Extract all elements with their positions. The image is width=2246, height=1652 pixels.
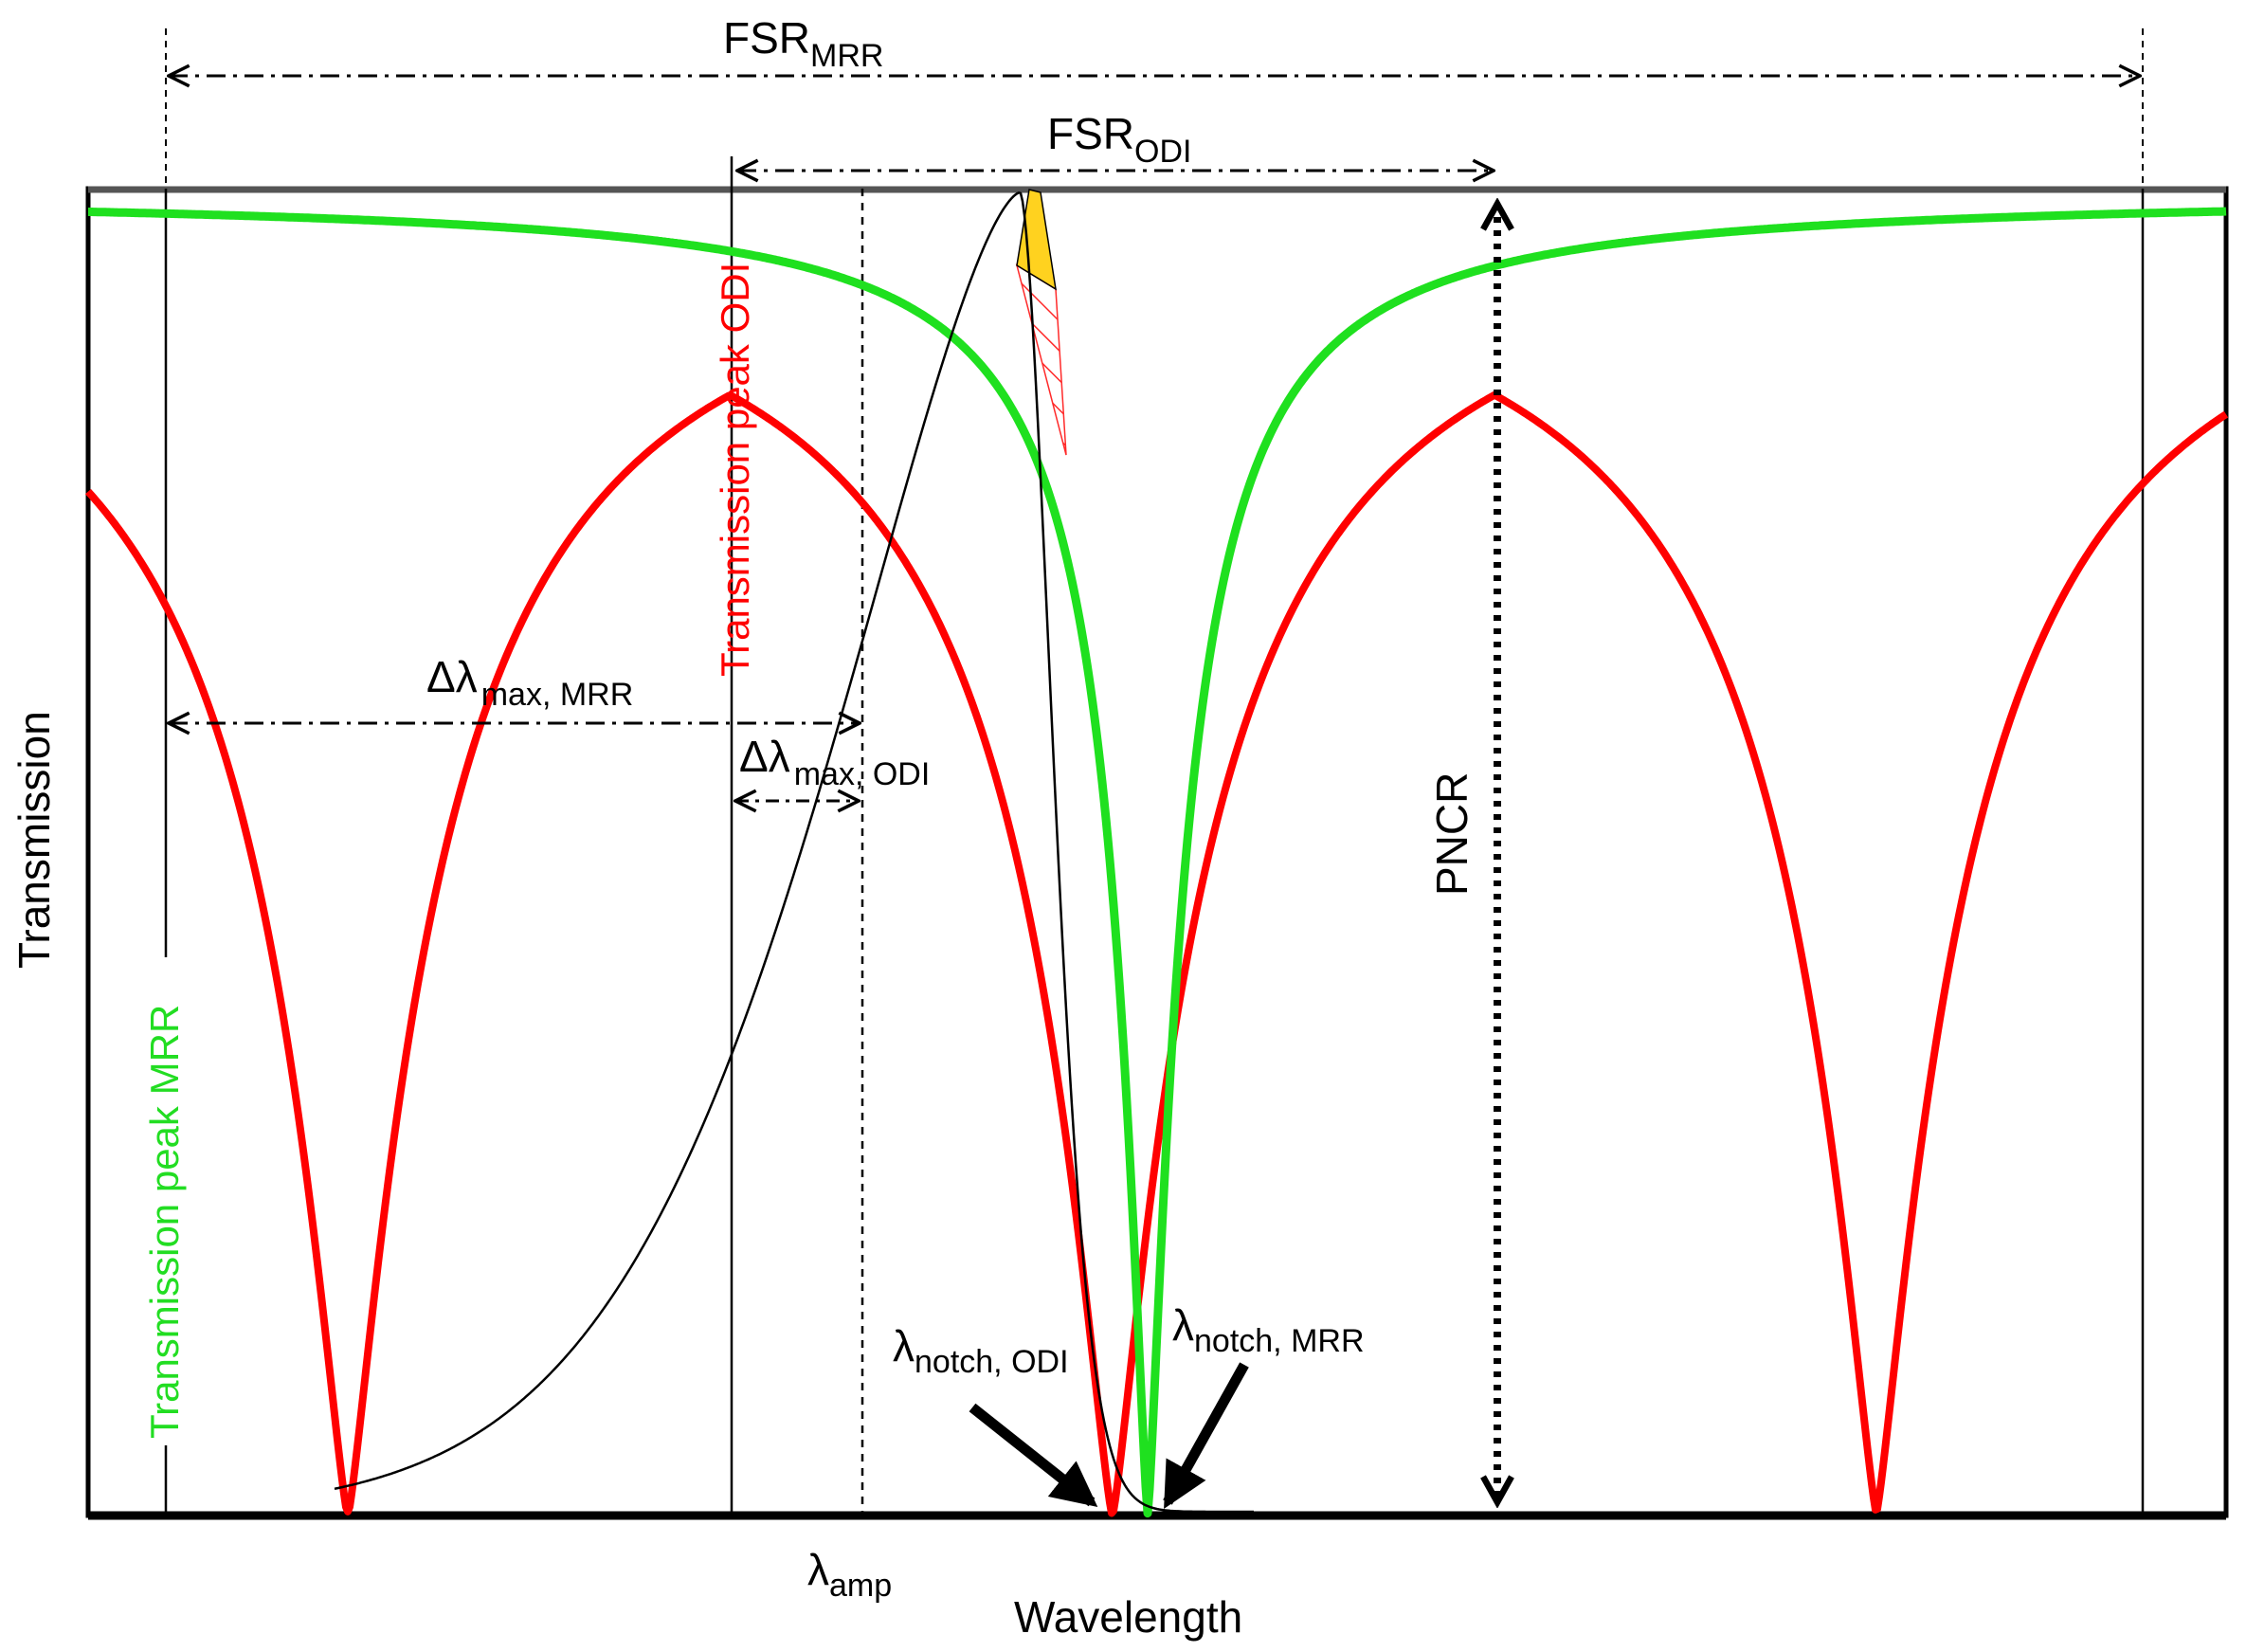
odi-transmission-curve [84,390,2229,1517]
overlap-yellow-region [1016,189,1057,291]
lambda-amp-label: λamp [807,1545,892,1604]
lambda-notch-odi-arrow [969,1403,1098,1507]
fsr-odi-label: FSRODI [1047,109,1191,170]
delta-lambda-odi-label: Δλ max, ODI [739,732,930,792]
mrr-transmission-curve [85,207,2229,1518]
lambda-notch-mrr-label: λnotch, MRR [1172,1300,1365,1359]
transmission-peak-odi-label: Transmission peak ODI [713,263,757,677]
lambda-notch-odi-label: λnotch, ODI [893,1321,1069,1380]
x-axis-label: Wavelength [1014,1592,1242,1642]
peak-mrr-label-bg [140,957,186,1445]
pncr-label: PNCR [1427,772,1476,896]
amplifier-spectrum-curve [334,191,1254,1514]
delta-lambda-mrr-label: Δλ max, MRR [426,652,633,713]
transmission-peak-mrr-label: Transmission peak MRR [142,1005,187,1439]
fsr-mrr-label: FSRMRR [723,13,883,74]
y-axis-label: Transmission [9,711,59,969]
lambda-notch-mrr-arrow [1163,1362,1249,1509]
